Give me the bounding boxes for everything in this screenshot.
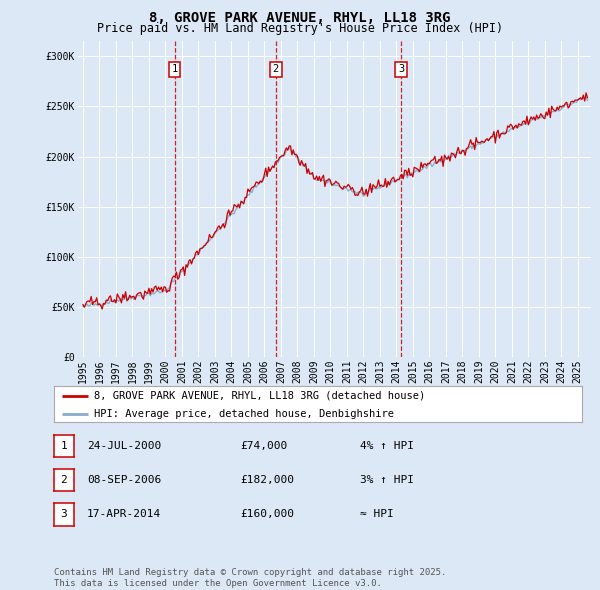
Text: Contains HM Land Registry data © Crown copyright and database right 2025.
This d: Contains HM Land Registry data © Crown c… (54, 568, 446, 588)
Text: 1: 1 (172, 64, 178, 74)
Text: 2: 2 (272, 64, 279, 74)
Text: Price paid vs. HM Land Registry's House Price Index (HPI): Price paid vs. HM Land Registry's House … (97, 22, 503, 35)
Text: ≈ HPI: ≈ HPI (360, 510, 394, 519)
Text: 1: 1 (61, 441, 67, 451)
Text: £160,000: £160,000 (240, 510, 294, 519)
Text: 3: 3 (398, 64, 404, 74)
Text: 2: 2 (61, 476, 67, 485)
Text: HPI: Average price, detached house, Denbighshire: HPI: Average price, detached house, Denb… (94, 409, 394, 419)
Text: 8, GROVE PARK AVENUE, RHYL, LL18 3RG (detached house): 8, GROVE PARK AVENUE, RHYL, LL18 3RG (de… (94, 391, 425, 401)
Text: 17-APR-2014: 17-APR-2014 (87, 510, 161, 519)
Text: 8, GROVE PARK AVENUE, RHYL, LL18 3RG: 8, GROVE PARK AVENUE, RHYL, LL18 3RG (149, 11, 451, 25)
Text: 08-SEP-2006: 08-SEP-2006 (87, 476, 161, 485)
Text: £74,000: £74,000 (240, 441, 287, 451)
Text: 24-JUL-2000: 24-JUL-2000 (87, 441, 161, 451)
Text: £182,000: £182,000 (240, 476, 294, 485)
Text: 3: 3 (61, 510, 67, 519)
Text: 4% ↑ HPI: 4% ↑ HPI (360, 441, 414, 451)
Text: 3% ↑ HPI: 3% ↑ HPI (360, 476, 414, 485)
